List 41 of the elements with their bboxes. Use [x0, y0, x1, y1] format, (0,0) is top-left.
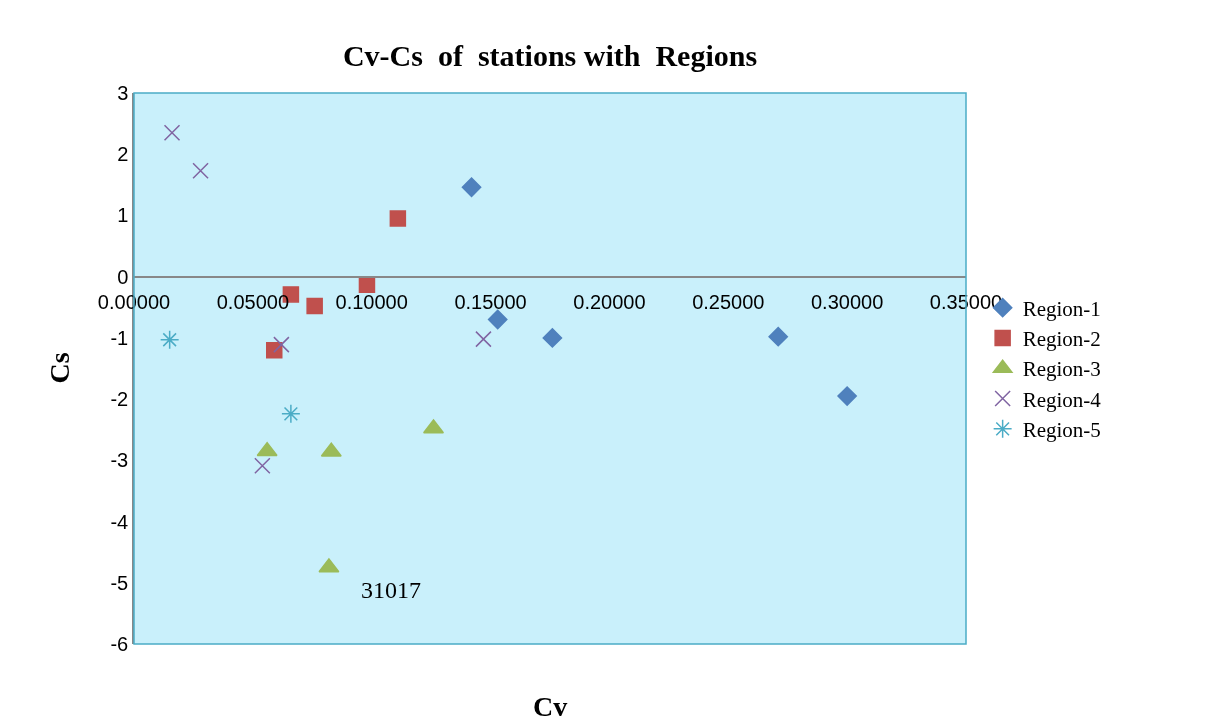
y-tick-label: 2: [117, 143, 129, 166]
legend-label: Region-4: [1022, 387, 1102, 412]
point: [461, 177, 482, 198]
y-tick-label: -5: [110, 571, 129, 594]
point: [256, 441, 278, 457]
legend-label: Region-2: [1022, 327, 1101, 352]
y-tick-label: -1: [110, 326, 129, 349]
point: [475, 330, 492, 348]
point: [768, 326, 789, 347]
y-axis-title: Cs: [43, 352, 75, 384]
annotation: 31017: [361, 577, 421, 603]
legend-label: Region-5: [1022, 418, 1101, 443]
x-tick-label: 0.10000: [335, 291, 408, 314]
point: [389, 210, 407, 227]
chart-title: Cv-Cs of stations with Regions: [342, 38, 758, 72]
point: [273, 336, 290, 353]
legend-label: Region-1: [1022, 296, 1101, 321]
point: [163, 124, 181, 142]
point: [837, 386, 857, 406]
point: [487, 309, 508, 330]
y-tick-label: 0: [117, 265, 129, 288]
y-tick-label: 3: [117, 82, 129, 104]
y-tick-label: 1: [117, 204, 129, 227]
x-tick-label: 0.00000: [97, 291, 171, 314]
legend-label: Region-3: [1022, 357, 1101, 382]
point: [542, 328, 563, 348]
point: [281, 404, 301, 424]
x-tick-label: 0.15000: [454, 291, 527, 314]
y-tick-label: -3: [110, 449, 129, 472]
y-tick-label: -4: [110, 510, 129, 533]
point: [192, 162, 209, 179]
point: [254, 457, 271, 475]
x-axis-title: Cv: [533, 691, 568, 722]
point: [306, 297, 323, 315]
x-tick-label: 0.05000: [216, 291, 290, 314]
y-tick-label: -6: [110, 633, 129, 655]
x-tick-label: 0.30000: [810, 291, 884, 314]
y-tick-label: -2: [110, 388, 129, 411]
point: [159, 329, 180, 350]
x-tick-label: 0.25000: [692, 291, 765, 314]
x-tick-label: 0.20000: [573, 291, 646, 314]
